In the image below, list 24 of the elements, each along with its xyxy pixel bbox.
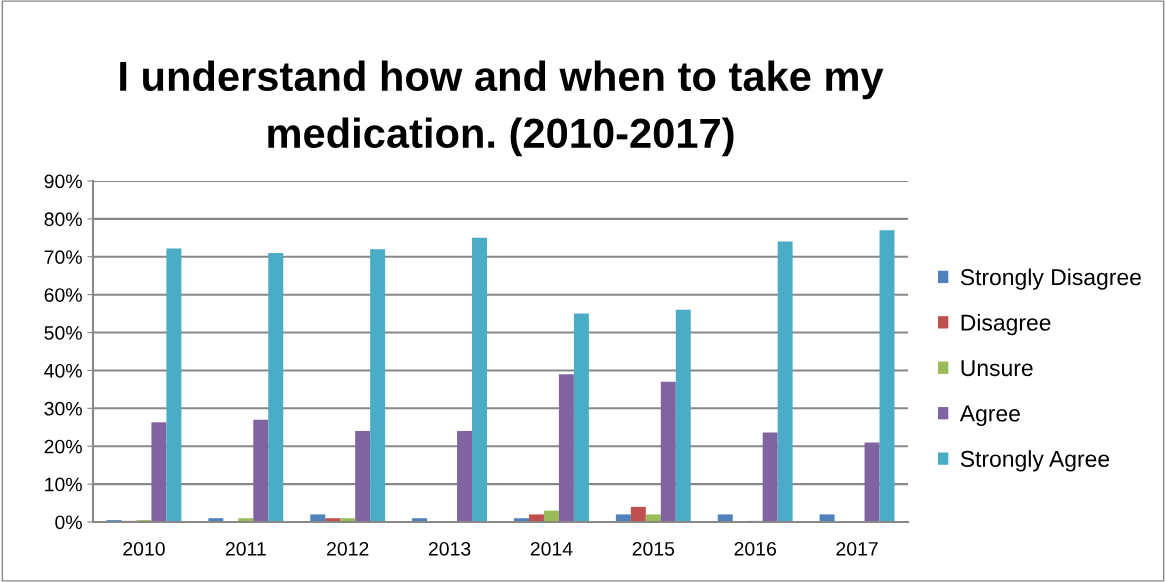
x-tick-label: 2010 [123,541,165,556]
y-tick-label: 20% [44,439,82,454]
y-tick-label: 40% [44,363,82,378]
x-tick-label: 2011 [225,541,266,556]
y-tick-label: 0% [55,515,82,530]
x-tick-label: 2015 [632,541,675,556]
y-tick-label: 30% [44,401,82,416]
x-tick-label: 2013 [428,541,471,556]
chart-title: I understand how and when to take my medication. (2010-2017) [120,60,884,157]
y-tick-label: 60% [44,288,82,302]
x-tick-label: 2016 [734,541,776,556]
y-tick-label: 90% [44,174,82,189]
y-tick-label: 80% [44,212,82,227]
legend-label: Disagree [961,313,1051,336]
legend-label: Agree [959,405,1020,427]
legend-label: Strongly Agree [960,450,1110,472]
y-tick-label: 10% [45,477,82,492]
x-tick-label: 2017 [836,541,878,556]
legend-label: Unsure [961,360,1033,377]
y-tick-label: 70% [44,250,82,265]
x-tick-label: 2012 [327,541,369,556]
x-tick-label: 2014 [530,541,573,556]
y-tick-label: 50% [44,326,82,340]
legend-label: Strongly Disagree [960,268,1141,290]
